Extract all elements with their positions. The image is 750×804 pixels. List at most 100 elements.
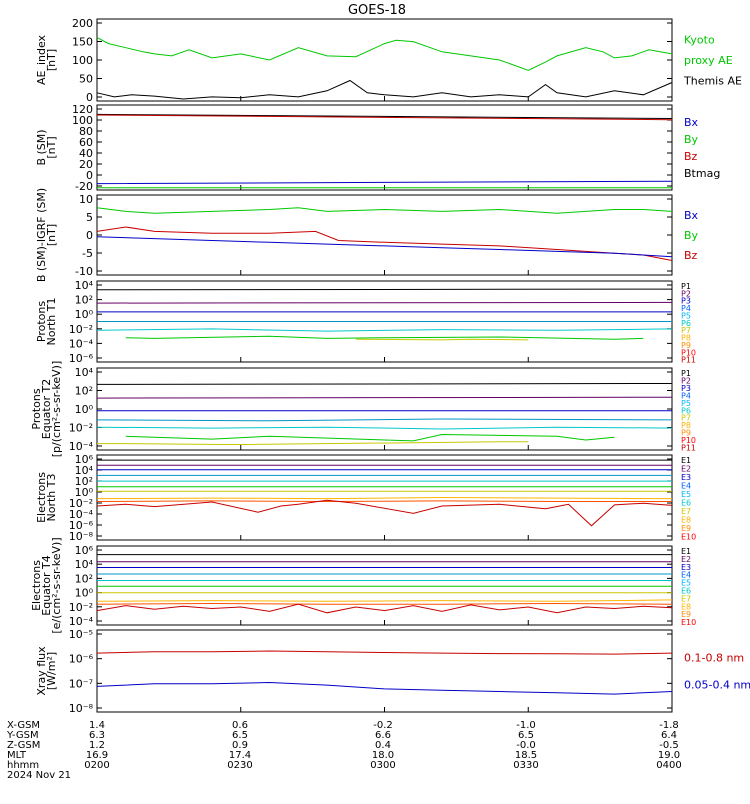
legend-entry: P9 [681,341,691,350]
legend-entry: E4 [681,482,691,491]
footer-value: -0.5 [659,740,679,751]
legend-entry: P5 [681,311,691,320]
series-line-0-05-0-4-nm [96,681,673,695]
legend-entry: By [684,229,699,242]
footer-value: 0200 [84,760,109,771]
footer-value: 1.4 [89,720,105,731]
footer-value: 16.9 [86,750,108,761]
legend-entry: Bz [684,249,698,262]
y-axis-label: B (SM) [35,129,48,165]
legend-entry: E6 [681,587,691,596]
series-line-p5 [96,328,673,332]
series-line-e10 [96,499,673,527]
y-axis-label: B (SM)-IGRF (SM) [35,188,48,282]
series-line-btmag [96,113,673,119]
legend-entry: P7 [681,414,691,423]
series-line-p5 [96,426,673,430]
footer-value: -1.8 [659,720,679,731]
footer-value: 6.5 [232,730,248,741]
y-tick-label: 10 [79,193,93,206]
y-tick-label: 10⁶ [75,544,94,557]
y-axis-label: [nT] [45,49,58,71]
y-tick-label: 40 [79,147,93,160]
y-tick-label: 10⁴ [75,366,94,379]
series-line-p7 [355,338,529,341]
legend-entry: P11 [681,356,696,365]
footer-row-label: hhmm [7,760,39,771]
y-tick-label: 100 [72,54,93,67]
footer-value: 0230 [227,760,252,771]
y-axis-label: North T1 [45,298,58,346]
panel-b-minus-igrf: 10 5 0 -5 -10 B (SM)-IGRF (SM)[nT] Bx By Bz [35,188,699,282]
y-tick-label: 10⁻⁷ [69,677,93,690]
series-line-kyoto-proxy-ae [96,36,673,71]
footer-value: 0300 [370,760,395,771]
y-axis-label: Electrons [35,472,48,523]
y-tick-label: 0 [86,91,93,104]
footer-value: 0.9 [232,740,248,751]
legend-entry: P10 [681,348,696,357]
y-axis-label: [e/(cm²-s-sr-keV)] [50,537,63,633]
legend-entry: proxy AE [684,54,733,67]
y-axis-label: Protons [30,388,43,429]
series-line-e9 [96,500,672,503]
footer-value: 6.3 [89,730,105,741]
legend-entry: P6 [681,319,691,328]
series-line-bx [96,236,673,258]
y-tick-label: 10⁻⁵ [69,628,93,641]
y-tick-label: 10² [75,385,93,398]
series-line-e8 [96,599,673,602]
y-tick-label: 80 [79,125,93,138]
y-tick-label: 10⁻⁴ [69,337,94,350]
panel-ae-index: 200 150 100 50 0 AE_index[nT] Kyoto proxy AE The… [35,17,742,104]
footer-row-label: Y-GSM [6,730,39,741]
y-tick-label: 10⁴ [75,558,94,571]
legend-entry: E5 [681,490,691,499]
footer-date: 2024 Nov 21 [7,770,71,781]
legend-entry: E2 [681,465,691,474]
series-line-p6 [125,335,644,340]
footer-value: 6.5 [518,730,534,741]
legend-entry: P8 [681,421,691,430]
legend-entry: P8 [681,334,691,343]
legend-entry: E7 [681,594,691,603]
legend-entry: P9 [681,429,691,438]
y-tick-label: 10⁻⁴ [69,440,94,453]
footer-value: 0.6 [232,720,248,731]
legend-entry: By [684,133,699,146]
y-tick-label: -10 [75,265,93,278]
panel-frame [96,18,673,102]
legend-entry: P2 [681,376,691,385]
footer-value: 0.4 [375,740,391,751]
y-axis-label: [nT] [45,224,58,246]
legend-entry: P1 [681,369,691,378]
legend-entry: Bx [684,116,699,129]
footer-value: -1.0 [516,720,536,731]
legend-entry: Btmag [684,167,720,180]
legend-entry: P10 [681,436,696,445]
footer-value: -0.2 [373,720,393,731]
legend-entry: Themis AE [683,75,742,88]
legend-entry: P4 [681,391,691,400]
y-axis-label: Equator T4 [40,555,53,615]
y-tick-label: 10⁻² [69,323,93,336]
y-axis-label: Equator T2 [40,379,53,439]
y-tick-label: -5 [82,247,93,260]
y-axis-label: [nT] [45,136,58,158]
y-tick-label: 10⁴ [75,464,94,477]
legend-entry: E8 [681,516,691,525]
legend-entry: P11 [681,444,696,453]
footer-value: 18.0 [372,750,394,761]
y-tick-label: 10⁻² [69,601,93,614]
series-line-p1 [96,288,673,291]
y-tick-label: 10⁻⁸ [69,702,94,715]
legend-entry: E9 [681,610,691,619]
y-tick-label: 10⁰ [75,486,94,499]
footer-row-label: MLT [7,750,27,761]
footer-value: 0330 [513,760,538,771]
y-tick-label: 60 [79,136,93,149]
